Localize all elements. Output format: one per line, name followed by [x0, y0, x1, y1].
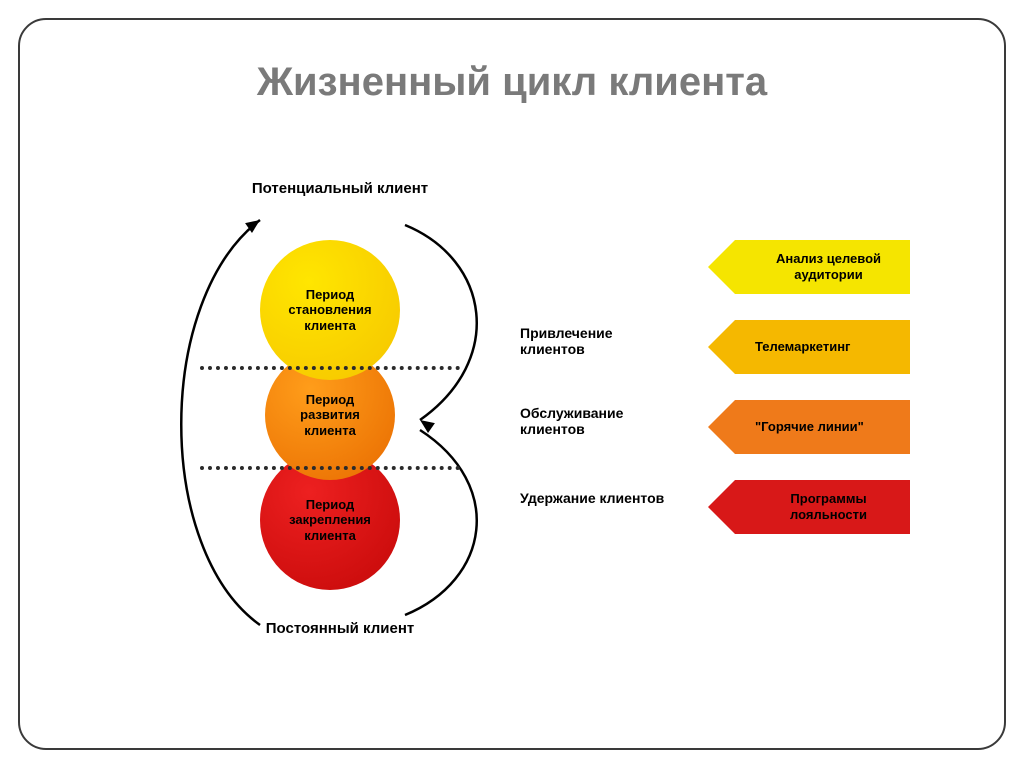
- lifecycle-diagram: Потенциальный клиентПостоянный клиентПер…: [0, 150, 1024, 710]
- cycle-arrows: [0, 150, 1024, 710]
- divider-1: [200, 466, 460, 470]
- stage-circle-0: Период становления клиента: [260, 240, 400, 380]
- divider-0: [200, 366, 460, 370]
- page-title: Жизненный цикл клиента: [0, 60, 1024, 105]
